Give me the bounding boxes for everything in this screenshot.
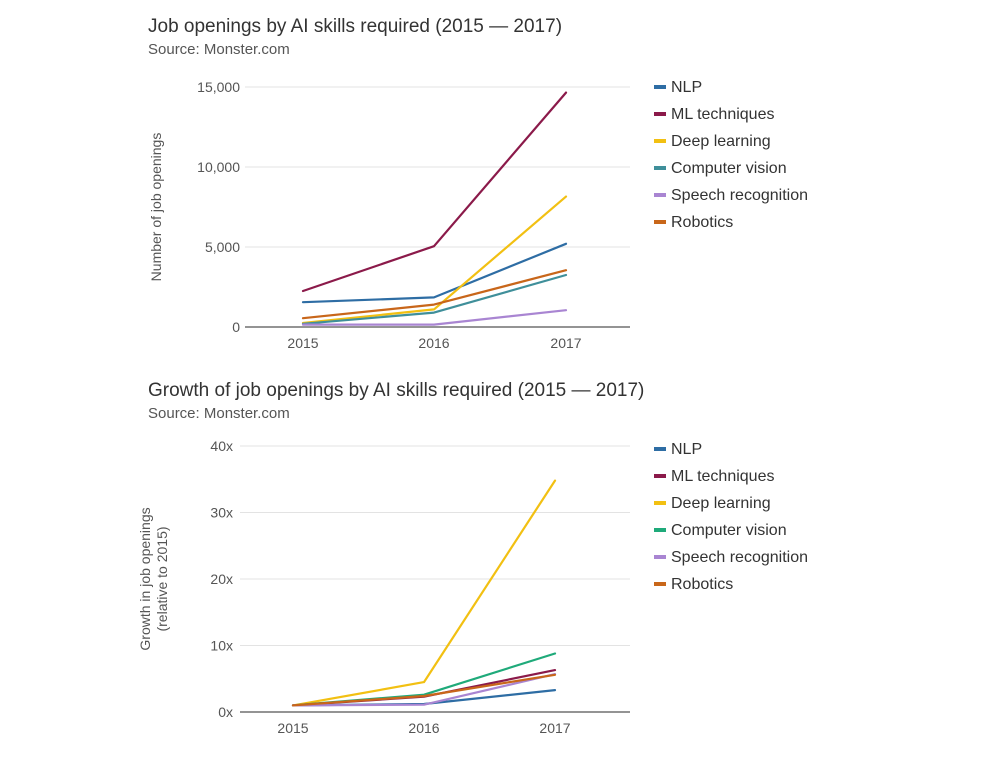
legend-swatch: [654, 528, 666, 532]
legend-label: Deep learning: [671, 133, 771, 150]
line-chart-growth: 0x 10x 20x 30x 40x 2015 2016 2017 Growth in job …: [137, 438, 808, 736]
y-tick-label: 40x: [210, 438, 233, 454]
legend-label: Robotics: [671, 214, 733, 231]
legend-swatch: [654, 193, 666, 197]
legend-swatch: [654, 474, 666, 478]
legend-label: Computer vision: [671, 160, 787, 177]
y-axis-title-line: (relative to 2015): [154, 526, 170, 631]
y-axis-title: Number of job openings: [148, 133, 164, 282]
legend-label: Deep learning: [671, 495, 771, 512]
legend-swatch: [654, 501, 666, 505]
x-tick-label: 2015: [277, 720, 308, 736]
y-tick-label: 10x: [210, 638, 233, 654]
legend-label: Robotics: [671, 576, 733, 593]
series-line-speech-recognition: [301, 309, 568, 326]
series-line-ml-techniques: [291, 669, 557, 707]
legend-label: Computer vision: [671, 522, 787, 539]
x-tick-label: 2017: [539, 720, 570, 736]
line-chart-job-openings: 0 5,000 10,000 15,000 2015 2016 2017 Number of …: [148, 79, 808, 351]
series-line-computer-vision: [301, 273, 568, 325]
legend-swatch: [654, 166, 666, 170]
legend-swatch: [654, 582, 666, 586]
legend-label: ML techniques: [671, 468, 774, 485]
chart-job-openings: Job openings by AI skills required (2015…: [0, 0, 987, 370]
legend-label: ML techniques: [671, 106, 774, 123]
legend-swatch: [654, 555, 666, 559]
series-line-speech-recognition: [291, 673, 557, 707]
legend-swatch: [654, 447, 666, 451]
legend-swatch: [654, 139, 666, 143]
series-line-deep-learning: [301, 195, 568, 325]
y-axis-title: Growth in job openings(relative to 2015): [137, 507, 170, 650]
legend-swatch: [654, 85, 666, 89]
legend-label: Speech recognition: [671, 187, 808, 204]
y-tick-label: 20x: [210, 571, 233, 587]
y-tick-label: 5,000: [205, 239, 240, 255]
series-line-nlp: [301, 242, 568, 304]
chart-title: Growth of job openings by AI skills requ…: [148, 380, 645, 401]
x-tick-label: 2015: [287, 335, 318, 351]
legend-label: NLP: [671, 441, 702, 458]
x-tick-label: 2016: [418, 335, 449, 351]
series-line-robotics: [291, 673, 557, 707]
x-tick-label: 2017: [550, 335, 581, 351]
y-tick-label: 0x: [218, 704, 233, 720]
chart-subtitle: Source: Monster.com: [148, 405, 290, 422]
y-tick-label: 10,000: [197, 159, 240, 175]
y-tick-label: 30x: [210, 505, 233, 521]
chart-title: Job openings by AI skills required (2015…: [148, 16, 563, 37]
legend-label: Speech recognition: [671, 549, 808, 566]
legend-label: NLP: [671, 79, 702, 96]
y-axis-title-line: Growth in job openings: [137, 507, 153, 650]
legend-swatch: [654, 220, 666, 224]
x-tick-label: 2016: [408, 720, 439, 736]
y-tick-label: 15,000: [197, 79, 240, 95]
series-line-deep-learning: [291, 479, 557, 707]
chart-growth: Growth of job openings by AI skills requ…: [0, 372, 987, 763]
legend-swatch: [654, 112, 666, 116]
chart-subtitle: Source: Monster.com: [148, 41, 290, 58]
series-line-robotics: [301, 269, 568, 320]
series-line-ml-techniques: [301, 91, 568, 293]
y-tick-label: 0: [232, 319, 240, 335]
